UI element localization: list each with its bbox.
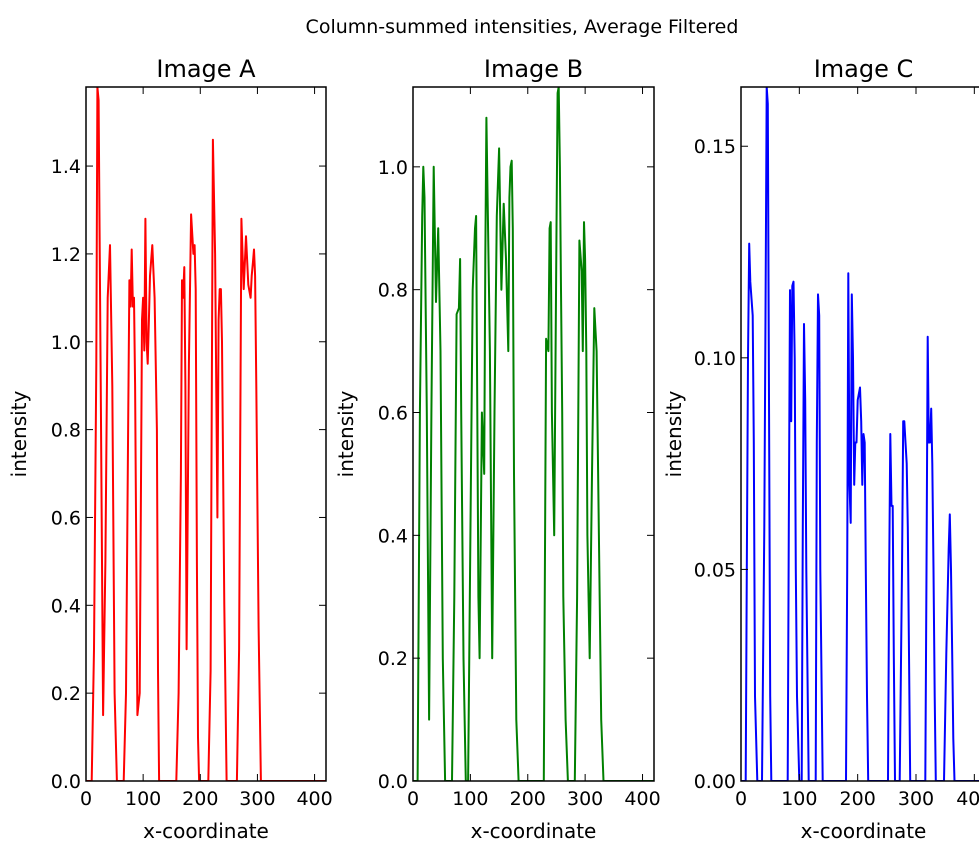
x-tick-label: 400 (624, 788, 660, 810)
x-axis-label: x-coordinate (471, 819, 597, 842)
subplots: 0 100 200 300 400 0.0 0.2 0.4 0.6 0.8 1.0 1.2 1.4 Ima… (7, 55, 979, 842)
y-tick-label: 0.0 (378, 771, 408, 793)
plot-frame (412, 86, 655, 782)
series-line-1 (413, 87, 654, 781)
x-tick-label: 300 (898, 788, 934, 810)
subplot-1: 0 100 200 300 400 0.0 0.2 0.4 0.6 0.8 1.0 1.2 1.4 Ima… (7, 55, 333, 842)
x-tick-label: 300 (239, 788, 275, 810)
x-tick-label: 100 (452, 788, 488, 810)
x-tick-label: 100 (125, 788, 161, 810)
subplot-2: 0 100 200 300 400 0.0 0.2 0.4 0.6 0.8 1.0 Image B x-… (334, 55, 661, 842)
subplot-title: Image A (156, 55, 256, 83)
y-axis-label: intensity (334, 390, 358, 477)
y-tick-label: 0.6 (51, 507, 81, 529)
subplot-title: Image B (484, 55, 583, 83)
figure-title: Column-summed intensities, Average Filte… (306, 16, 739, 38)
x-axis-label: x-coordinate (801, 819, 927, 842)
y-tick-label: 0.0 (51, 771, 81, 793)
x-tick-label: 400 (956, 788, 979, 810)
y-tick-label: 0.6 (378, 403, 408, 425)
x-axis-label: x-coordinate (143, 819, 269, 842)
y-axis-label: intensity (662, 390, 686, 477)
x-tick-label: 200 (510, 788, 546, 810)
plot-frame (740, 86, 979, 782)
series-line-1 (741, 87, 979, 781)
x-tick-label: 200 (182, 788, 218, 810)
y-tick-label: 0.05 (694, 559, 736, 581)
x-tick-label: 100 (781, 788, 817, 810)
x-tick-label: 400 (296, 788, 332, 810)
y-tick-label: 0.00 (694, 771, 736, 793)
y-tick-label: 0.4 (51, 595, 81, 617)
y-tick-label: 1.2 (51, 244, 81, 266)
y-tick-label: 1.0 (51, 332, 81, 354)
y-tick-label: 0.2 (378, 648, 408, 670)
subplot-title: Image C (814, 55, 914, 83)
y-tick-label: 0.10 (694, 348, 736, 370)
series-line-1 (86, 87, 326, 781)
y-tick-label: 0.8 (51, 420, 81, 442)
y-tick-label: 0.8 (378, 280, 408, 302)
y-tick-label: 0.2 (51, 683, 81, 705)
y-axis-label: intensity (7, 390, 31, 477)
x-tick-label: 0 (735, 788, 747, 810)
x-tick-label: 0 (80, 788, 92, 810)
y-tick-label: 0.15 (694, 136, 736, 158)
subplot-3: 0 100 200 300 400 0.00 0.05 0.10 0.15 Image C x-co… (662, 55, 979, 842)
x-tick-label: 200 (840, 788, 876, 810)
y-tick-label: 0.4 (378, 525, 408, 547)
y-tick-label: 1.4 (51, 156, 81, 178)
x-tick-label: 0 (407, 788, 419, 810)
x-tick-label: 300 (567, 788, 603, 810)
plot-frame (85, 86, 327, 782)
y-tick-label: 1.0 (378, 157, 408, 179)
